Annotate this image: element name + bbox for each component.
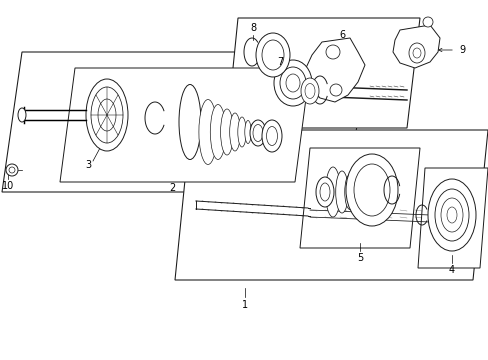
Polygon shape (305, 38, 364, 102)
Ellipse shape (285, 74, 299, 92)
Ellipse shape (220, 109, 233, 155)
Ellipse shape (352, 178, 361, 206)
Ellipse shape (301, 78, 318, 104)
Text: 7: 7 (276, 57, 283, 67)
Text: 2: 2 (168, 183, 175, 193)
Ellipse shape (440, 198, 462, 232)
Ellipse shape (335, 171, 347, 213)
Ellipse shape (325, 45, 339, 59)
Polygon shape (392, 25, 439, 68)
Ellipse shape (18, 108, 26, 122)
Ellipse shape (434, 189, 468, 241)
Ellipse shape (250, 123, 255, 140)
Text: 3: 3 (85, 160, 91, 170)
Ellipse shape (344, 175, 354, 210)
Ellipse shape (427, 179, 475, 251)
Ellipse shape (199, 99, 217, 165)
Ellipse shape (329, 84, 341, 96)
Ellipse shape (266, 126, 277, 145)
Ellipse shape (237, 117, 245, 147)
Ellipse shape (408, 43, 424, 63)
Ellipse shape (9, 167, 15, 173)
Text: 9: 9 (458, 45, 464, 55)
Polygon shape (60, 68, 309, 182)
Text: 6: 6 (338, 30, 345, 40)
Ellipse shape (315, 177, 333, 207)
Ellipse shape (280, 67, 305, 99)
Ellipse shape (244, 121, 251, 144)
Polygon shape (417, 168, 487, 268)
Ellipse shape (98, 99, 116, 131)
Polygon shape (175, 130, 487, 280)
Polygon shape (299, 148, 419, 248)
Ellipse shape (229, 113, 240, 151)
Polygon shape (2, 52, 367, 192)
Ellipse shape (86, 79, 128, 151)
Ellipse shape (346, 154, 397, 226)
Ellipse shape (412, 48, 420, 58)
Ellipse shape (179, 85, 201, 159)
Ellipse shape (422, 17, 432, 27)
Ellipse shape (256, 33, 289, 77)
Ellipse shape (6, 164, 18, 176)
Text: 8: 8 (249, 23, 256, 33)
Ellipse shape (210, 104, 225, 159)
Polygon shape (226, 18, 419, 128)
Ellipse shape (319, 183, 329, 201)
Text: 1: 1 (242, 300, 247, 310)
Text: 10: 10 (2, 181, 14, 191)
Text: 5: 5 (356, 253, 363, 263)
Ellipse shape (262, 120, 282, 152)
Ellipse shape (262, 40, 284, 70)
Ellipse shape (325, 167, 340, 217)
Ellipse shape (273, 60, 311, 106)
Ellipse shape (91, 87, 123, 143)
Ellipse shape (353, 164, 389, 216)
Ellipse shape (446, 207, 456, 223)
Text: 4: 4 (448, 265, 454, 275)
Ellipse shape (252, 125, 263, 141)
Ellipse shape (249, 120, 265, 146)
Ellipse shape (305, 84, 314, 99)
